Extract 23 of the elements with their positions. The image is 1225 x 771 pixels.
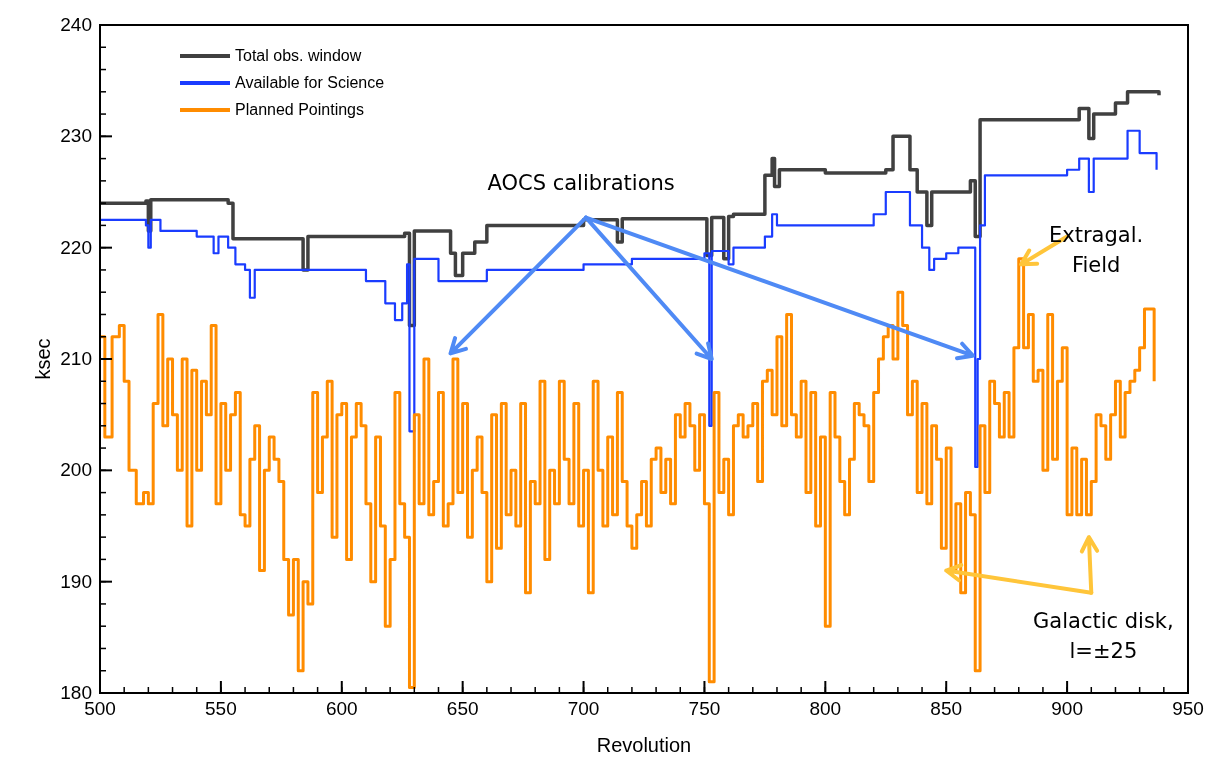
x-tick-label: 900 [1051,698,1083,719]
x-tick-label: 650 [446,698,479,719]
y-axis-title: ksec [32,338,54,380]
y-tick-label: 210 [60,348,92,369]
legend-label: Available for Science [235,74,385,91]
y-tick-label: 230 [60,125,92,147]
x-tick-label: 950 [1172,698,1204,719]
x-tick-label: 800 [809,698,842,719]
annotation: Galactic disk, l=±25 [1033,609,1174,664]
x-axis-title: Revolution [596,734,692,756]
y-tick-label: 200 [60,459,92,481]
x-tick-label: 850 [930,698,963,719]
legend-label: Total obs. window [235,47,362,64]
annotation: Extragal. Field [1049,223,1144,278]
x-tick-label: 600 [325,698,358,719]
y-tick-label: 240 [60,14,92,35]
x-tick-label: 550 [205,698,237,719]
x-tick-label: 700 [567,698,600,719]
y-tick-label: 190 [60,570,92,592]
x-tick-label: 750 [688,698,721,719]
legend-label: Planned Pointings [235,101,364,118]
y-tick-label: 220 [60,236,92,258]
annotation: AOCS calibrations [487,170,675,195]
